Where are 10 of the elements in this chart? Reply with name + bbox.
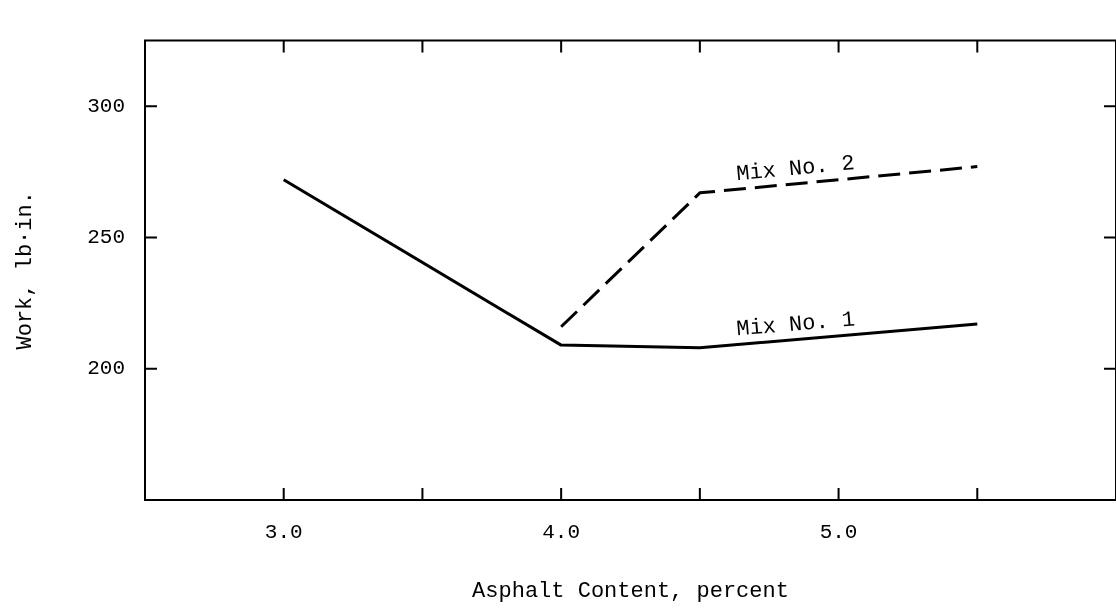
x-tick-label: 5.0: [819, 521, 858, 545]
y-axis-title: Work, lb·in.: [13, 191, 39, 350]
y-tick-label: 300: [87, 94, 125, 118]
y-tick-label: 200: [87, 357, 125, 381]
x-axis-title: Asphalt Content, percent: [472, 578, 789, 604]
x-tick-label: 4.0: [542, 521, 581, 545]
y-tick-label: 250: [87, 226, 125, 250]
text: Mix No. 2: [735, 151, 856, 188]
x-tick-label: 3.0: [264, 521, 303, 545]
series-label: Mix No. 1: [735, 307, 856, 343]
